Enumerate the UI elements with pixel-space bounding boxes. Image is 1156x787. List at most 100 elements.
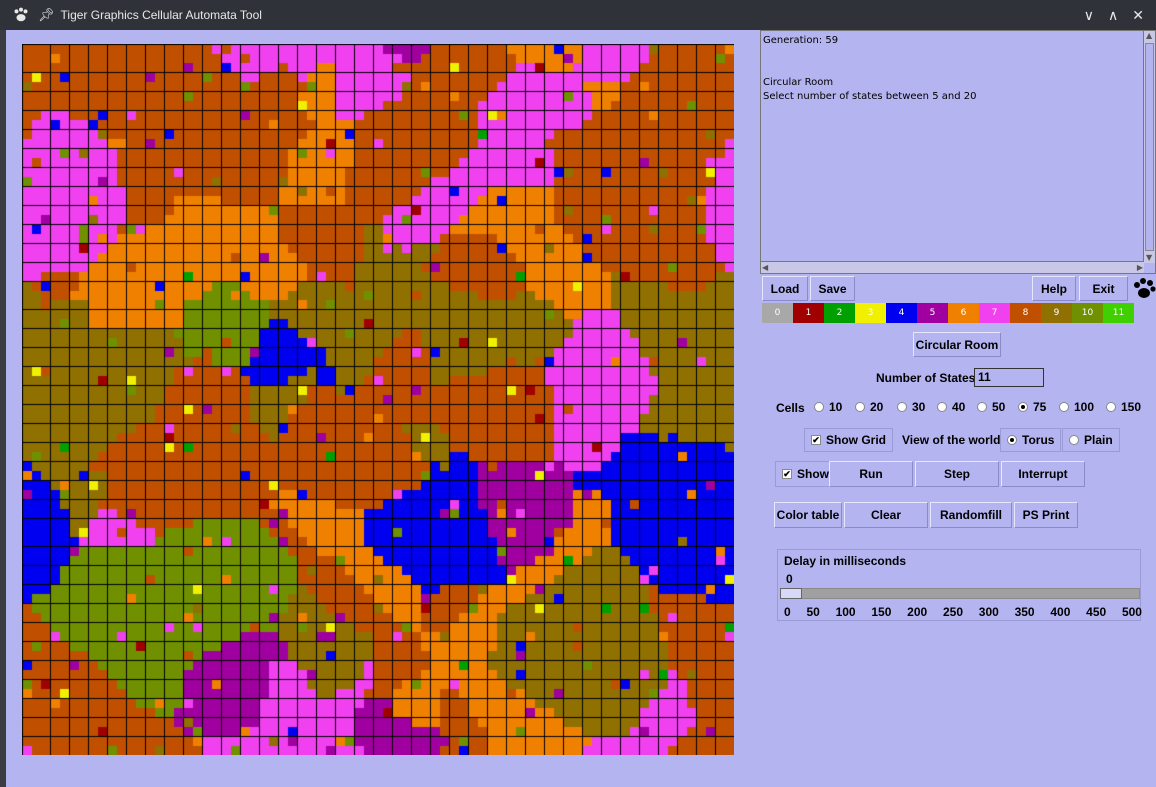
title-bar: 📌︎ Tiger Graphics Cellular Automata Tool… [0, 0, 1156, 30]
show-checkbox[interactable]: ✔ Show [775, 461, 836, 487]
clear-button[interactable]: Clear [844, 502, 928, 528]
message-line: Generation: 59 [763, 35, 839, 46]
cells-label: Cells [776, 401, 805, 415]
radio-icon [1069, 435, 1079, 445]
checkbox-icon: ✔ [811, 435, 821, 445]
radio-icon [897, 402, 907, 412]
scroll-right-icon[interactable]: ▶ [1136, 263, 1143, 272]
radio-icon [977, 402, 987, 412]
scroll-left-icon[interactable]: ◀ [762, 263, 769, 272]
delay-panel: Delay in milliseconds 0 0 50 100 150 200 250 3… [777, 549, 1142, 621]
vertical-scrollbar[interactable]: ▲ ▼ [1143, 31, 1155, 263]
color-swatch-10[interactable]: 10 [1072, 303, 1103, 323]
maximize-icon[interactable]: ∧ [1108, 6, 1119, 23]
cells-option-label: 50 [992, 400, 1006, 414]
torus-label: Torus [1022, 433, 1055, 447]
cells-option-label: 150 [1121, 400, 1142, 414]
cells-radio-50[interactable]: 50 [977, 400, 1005, 414]
paw-icon [1134, 278, 1156, 298]
ps-print-button[interactable]: PS Print [1014, 502, 1078, 528]
delay-tick-label: 450 [1086, 605, 1107, 619]
show-label: Show [797, 467, 829, 481]
delay-value: 0 [786, 572, 793, 586]
delay-tick-label: 350 [1014, 605, 1035, 619]
color-swatch-2[interactable]: 2 [824, 303, 855, 323]
number-of-states-field[interactable]: 11 [974, 368, 1044, 387]
delay-tick-label: 200 [907, 605, 928, 619]
color-swatch-3[interactable]: 3 [855, 303, 886, 323]
window-title: Tiger Graphics Cellular Automata Tool [60, 8, 262, 22]
delay-slider-track[interactable] [780, 588, 1140, 599]
cells-radio-40[interactable]: 40 [937, 400, 965, 414]
color-swatch-7[interactable]: 7 [979, 303, 1010, 323]
window-edge [0, 30, 6, 787]
delay-tick-label: 250 [942, 605, 963, 619]
message-line [763, 62, 1141, 76]
radio-icon [937, 402, 947, 412]
cells-option-label: 40 [952, 400, 966, 414]
circular-room-button[interactable]: Circular Room [913, 332, 1001, 357]
color-swatch-4[interactable]: 4 [886, 303, 917, 323]
scroll-thumb[interactable] [1145, 43, 1154, 251]
color-swatch-9[interactable]: 9 [1041, 303, 1072, 323]
close-icon[interactable]: ✕ [1132, 6, 1144, 23]
load-button[interactable]: Load [762, 276, 808, 301]
message-line: Circular Room [763, 77, 834, 88]
delay-scale: 0 50 100 150 200 250 300 350 400 450 500 [784, 605, 1142, 619]
scroll-up-icon[interactable]: ▲ [1146, 31, 1153, 40]
radio-icon [814, 402, 824, 412]
delay-tick-label: 400 [1050, 605, 1071, 619]
delay-tick-label: 300 [978, 605, 999, 619]
run-button[interactable]: Run [829, 461, 913, 487]
color-swatch-11[interactable]: 11 [1103, 303, 1134, 323]
cells-radio-10[interactable]: 10 [814, 400, 842, 414]
message-line [763, 48, 1141, 62]
plain-label: Plain [1084, 433, 1113, 447]
color-swatch-1[interactable]: 1 [793, 303, 824, 323]
cells-radio-75[interactable]: 75 [1018, 400, 1046, 414]
cells-option-label: 20 [870, 400, 884, 414]
color-palette[interactable]: 0 1 2 3 4 5 6 7 8 9 10 11 [762, 303, 1134, 323]
horizontal-scrollbar[interactable]: ◀ ▶ [761, 261, 1144, 273]
message-line: Select number of states between 5 and 20 [763, 91, 977, 102]
delay-tick-label: 100 [835, 605, 856, 619]
cells-radio-30[interactable]: 30 [897, 400, 925, 414]
randomfill-button[interactable]: Randomfill [930, 502, 1012, 528]
radio-icon [1059, 402, 1069, 412]
radio-icon [1106, 402, 1116, 412]
cells-radio-100[interactable]: 100 [1059, 400, 1094, 414]
color-swatch-5[interactable]: 5 [917, 303, 948, 323]
interrupt-button[interactable]: Interrupt [1001, 461, 1085, 487]
color-table-button[interactable]: Color table [774, 502, 842, 528]
checkbox-icon: ✔ [782, 469, 792, 479]
pin-icon[interactable]: 📌︎ [38, 7, 55, 22]
plain-radio[interactable]: Plain [1062, 428, 1120, 452]
show-grid-label: Show Grid [826, 433, 886, 447]
radio-icon [1018, 402, 1028, 412]
radio-icon [855, 402, 865, 412]
color-swatch-8[interactable]: 8 [1010, 303, 1041, 323]
cells-radio-150[interactable]: 150 [1106, 400, 1141, 414]
delay-tick-label: 50 [806, 605, 820, 619]
show-grid-checkbox[interactable]: ✔ Show Grid [804, 428, 893, 452]
automaton-grid[interactable] [22, 44, 734, 755]
torus-radio[interactable]: Torus [1000, 428, 1062, 452]
delay-tick-label: 0 [784, 605, 791, 619]
color-swatch-0[interactable]: 0 [762, 303, 793, 323]
minimize-icon[interactable]: ∨ [1083, 6, 1095, 23]
save-button[interactable]: Save [810, 276, 855, 301]
delay-tick-label: 500 [1121, 605, 1142, 619]
help-button[interactable]: Help [1032, 276, 1076, 301]
delay-label: Delay in milliseconds [784, 554, 907, 568]
exit-button[interactable]: Exit [1079, 276, 1128, 301]
scroll-down-icon[interactable]: ▼ [1146, 253, 1153, 262]
step-button[interactable]: Step [915, 461, 999, 487]
number-of-states-label: Number of States [876, 371, 976, 385]
automaton-canvas[interactable] [22, 44, 734, 755]
message-area[interactable]: Generation: 59 Circular Room Select numb… [760, 30, 1156, 274]
cells-option-label: 100 [1074, 400, 1095, 414]
cells-radio-20[interactable]: 20 [855, 400, 883, 414]
delay-slider-thumb[interactable] [780, 588, 802, 599]
cells-option-label: 10 [829, 400, 843, 414]
color-swatch-6[interactable]: 6 [948, 303, 979, 323]
